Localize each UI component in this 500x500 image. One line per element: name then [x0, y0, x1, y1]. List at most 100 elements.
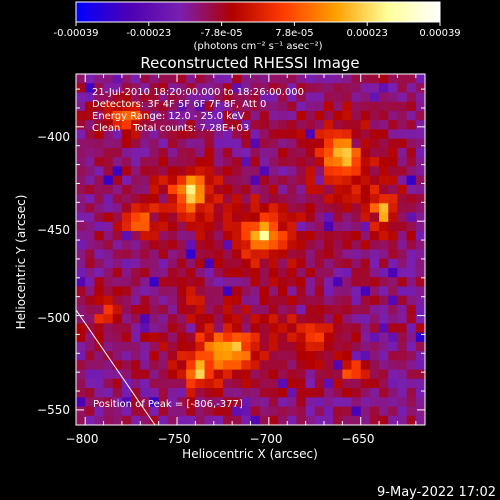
heatmap-cell [76, 212, 86, 223]
heatmap-cell [278, 212, 288, 223]
heatmap-cell [204, 231, 215, 241]
heatmap-cell [323, 157, 334, 167]
heatmap-cell [323, 166, 334, 177]
heatmap-cell [112, 212, 123, 223]
heatmap-cell [241, 175, 251, 186]
heatmap-cell [186, 166, 196, 177]
heatmap-cell [278, 129, 288, 140]
heatmap-cell [195, 92, 205, 103]
heatmap-cell [305, 258, 316, 269]
heatmap-cell [287, 231, 297, 241]
heatmap-cell [140, 138, 150, 149]
heatmap-cell [186, 369, 196, 380]
heatmap-cell [103, 194, 114, 204]
heatmap-cell [167, 314, 178, 324]
heatmap-cell [397, 120, 408, 130]
heatmap-cell [140, 369, 150, 380]
heatmap-cell [204, 406, 215, 417]
heatmap-cell [388, 166, 398, 177]
heatmap-cell [167, 120, 178, 130]
heatmap-cell [149, 212, 160, 223]
heatmap-cell [195, 194, 205, 204]
heatmap-cell [323, 277, 334, 287]
heatmap-cell [369, 415, 380, 425]
heatmap-cell [103, 166, 114, 177]
heatmap-cell [314, 101, 325, 112]
heatmap-cell [342, 212, 352, 223]
heatmap-cell [121, 332, 132, 343]
heatmap-cell [415, 323, 425, 334]
heatmap-cell [158, 175, 169, 186]
heatmap-cell [121, 267, 132, 278]
heatmap-cell [250, 388, 261, 398]
heatmap-cell [250, 138, 261, 149]
heatmap-cell [323, 378, 334, 389]
heatmap-cell [406, 101, 417, 112]
heatmap-cell [204, 157, 215, 167]
heatmap-cell [388, 101, 398, 112]
heatmap-cell [268, 341, 279, 352]
heatmap-cell [76, 267, 86, 278]
heatmap-cell [296, 378, 306, 389]
heatmap-cell [167, 378, 178, 389]
heatmap-cell [195, 406, 205, 417]
heatmap-cell [186, 378, 196, 389]
heatmap-cell [167, 221, 178, 232]
heatmap-cell [158, 258, 169, 269]
heatmap-cell [259, 351, 270, 361]
heatmap-cell [222, 314, 233, 324]
heatmap-cell [314, 221, 325, 232]
heatmap-cell [232, 157, 242, 167]
heatmap-cell [360, 397, 371, 407]
heatmap-cell [85, 231, 95, 241]
heatmap-cell [140, 110, 150, 121]
heatmap-cell [379, 231, 389, 241]
heatmap-cell [158, 138, 169, 149]
heatmap-cell [177, 323, 187, 334]
heatmap-cell [140, 267, 150, 278]
heatmap-cell [204, 397, 215, 407]
heatmap-cell [323, 406, 334, 417]
y-axis-label: Heliocentric Y (arcsec) [14, 195, 28, 330]
heatmap-cell [406, 332, 417, 343]
heatmap-cell [222, 323, 233, 334]
heatmap-cell [186, 277, 196, 287]
heatmap-cell [213, 74, 224, 84]
heatmap-cell [369, 147, 380, 158]
heatmap-cell [333, 277, 343, 287]
heatmap-cell [222, 369, 233, 380]
heatmap-cell [342, 314, 352, 324]
heatmap-cell [351, 184, 362, 195]
heatmap-cell [103, 397, 114, 407]
heatmap-cell [213, 323, 224, 334]
heatmap-cell [222, 83, 233, 93]
heatmap-cell [204, 101, 215, 112]
heatmap-cell [195, 397, 205, 407]
heatmap-cell [388, 138, 398, 149]
heatmap-cell [268, 304, 279, 315]
heatmap-cell [112, 406, 123, 417]
heatmap-cell [369, 92, 380, 103]
heatmap-cell [259, 249, 270, 260]
heatmap-cell [415, 157, 425, 167]
heatmap-cell [140, 147, 150, 158]
heatmap-cell [296, 138, 306, 149]
heatmap-cell [360, 83, 371, 93]
heatmap-cell [195, 231, 205, 241]
heatmap-cell [388, 74, 398, 84]
heatmap-cell [406, 92, 417, 103]
heatmap-cell [342, 415, 352, 425]
heatmap-cell [103, 295, 114, 306]
x-tick-label: −750 [158, 432, 191, 446]
heatmap-cell [186, 258, 196, 269]
heatmap-cell [140, 314, 150, 324]
heatmap-cell [149, 415, 160, 425]
heatmap-cell [140, 231, 150, 241]
heatmap-cell [323, 258, 334, 269]
heatmap-cell [94, 332, 104, 343]
heatmap-cell [250, 332, 261, 343]
heatmap-cell [94, 286, 104, 297]
heatmap-cell [195, 360, 205, 370]
heatmap-cell [158, 351, 169, 361]
heatmap-cell [177, 360, 187, 370]
